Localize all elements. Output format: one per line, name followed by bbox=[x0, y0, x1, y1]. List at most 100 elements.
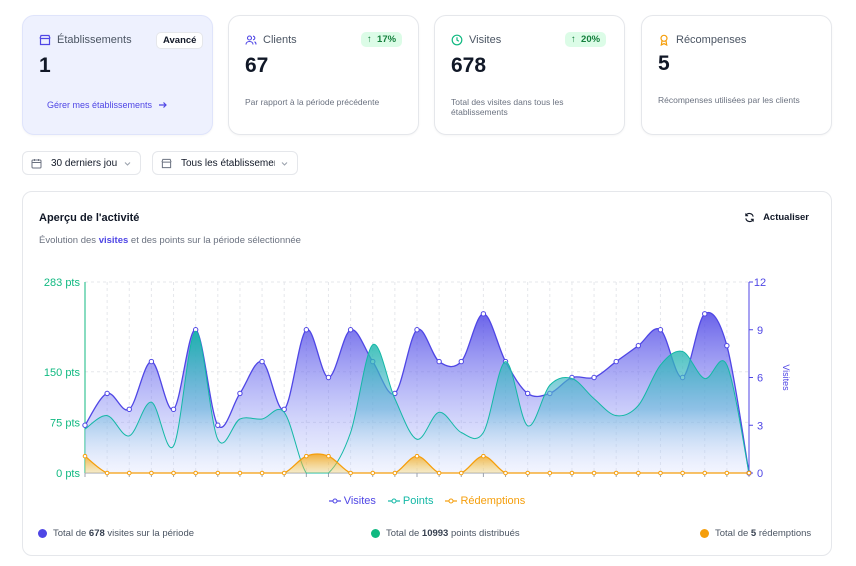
series-visits-point bbox=[82, 422, 88, 428]
total-redemptions: Total de 5 rédemptions bbox=[700, 528, 811, 539]
visits-trend-badge: ↑ 20% bbox=[565, 32, 607, 47]
total-points-value: 10993 bbox=[421, 528, 449, 539]
card-clients-header: Clients bbox=[245, 34, 297, 46]
chevron-down-icon bbox=[281, 162, 288, 166]
plan-badge: Avancé bbox=[156, 32, 204, 49]
total-points-text: Total de 10993 points distribués bbox=[386, 528, 520, 539]
series-visits-point bbox=[436, 358, 442, 365]
establishment-select[interactable]: Tous les établissements bbox=[152, 151, 298, 175]
card-rewards-sub: Récompenses utilisées par les clients bbox=[658, 95, 800, 105]
series-redemptions-point bbox=[259, 470, 265, 476]
series-visits-point bbox=[148, 358, 155, 365]
series-visits-point bbox=[613, 358, 619, 365]
card-establishments[interactable]: Établissements Avancé 1 Gérer mes établi… bbox=[22, 15, 213, 135]
legend-visits[interactable]: Visites bbox=[328, 495, 376, 507]
series-redemptions-point bbox=[680, 470, 685, 476]
total-visits-text: Total de 678 visites sur la période bbox=[53, 528, 194, 539]
series-redemptions-point bbox=[104, 470, 110, 476]
award-icon bbox=[660, 34, 668, 46]
refresh-button[interactable]: Actualiser bbox=[744, 212, 809, 223]
card-rewards-value: 5 bbox=[658, 52, 670, 75]
panel-desc-highlight: visites bbox=[98, 235, 129, 246]
series-visits-point bbox=[126, 406, 132, 413]
card-visits-value: 678 bbox=[451, 54, 487, 77]
series-redemptions-point bbox=[658, 470, 663, 476]
users-icon bbox=[245, 35, 257, 45]
series-visits-point bbox=[724, 342, 730, 349]
total-redemptions-text: Total de 5 rédemptions bbox=[715, 528, 811, 539]
card-rewards: Récompenses 5 Récompenses utilisées par … bbox=[641, 15, 832, 135]
series-redemptions-point bbox=[193, 470, 198, 476]
total-points-after: points distribués bbox=[448, 528, 520, 539]
card-clients: Clients ↑ 17% 67 Par rapport à la périod… bbox=[228, 15, 419, 135]
legend-points-marker bbox=[387, 498, 400, 504]
card-clients-label: Clients bbox=[263, 34, 297, 46]
series-visits-point bbox=[702, 311, 708, 317]
total-points-before: Total de bbox=[386, 528, 422, 539]
panel-desc-before: Évolution des bbox=[39, 235, 99, 246]
legend-redemptions-marker bbox=[445, 498, 458, 504]
right-axis-tick-label: 9 bbox=[757, 325, 763, 337]
store-icon bbox=[161, 158, 172, 168]
series-redemptions-point bbox=[370, 470, 376, 476]
right-axis-tick-label: 12 bbox=[754, 277, 766, 289]
total-redemptions-dot bbox=[700, 529, 709, 538]
series-visits-point bbox=[414, 327, 420, 333]
series-redemptions-point bbox=[126, 470, 132, 476]
series-redemptions-point bbox=[326, 453, 331, 459]
series-points-area bbox=[85, 331, 749, 473]
series-redemptions-point bbox=[525, 470, 530, 476]
left-axis-tick-label: 283 pts bbox=[44, 277, 81, 289]
total-visits-after: visites sur la période bbox=[104, 528, 195, 539]
series-visits-point bbox=[347, 327, 354, 333]
series-visits-point bbox=[458, 358, 464, 365]
legend-visits-label: Visites bbox=[343, 495, 376, 507]
series-visits-point bbox=[635, 342, 642, 349]
legend-redemptions[interactable]: Rédemptions bbox=[445, 495, 525, 507]
card-visits-label: Visites bbox=[469, 34, 502, 46]
series-redemptions-point bbox=[613, 470, 619, 476]
clients-trend-badge: ↑ 17% bbox=[361, 32, 403, 47]
series-redemptions-point bbox=[414, 453, 420, 459]
card-establishments-header: Établissements bbox=[39, 34, 132, 46]
clients-trend-value: 17% bbox=[377, 34, 397, 45]
series-redemptions-point bbox=[481, 453, 486, 459]
series-redemptions-point bbox=[503, 470, 508, 476]
series-visits-point bbox=[524, 390, 531, 397]
series-redemptions-point bbox=[304, 453, 309, 459]
right-axis-label: Visites bbox=[781, 364, 791, 391]
series-redemptions-point bbox=[171, 470, 176, 476]
card-visits: Visites ↑ 20% 678 Total des visites dans… bbox=[434, 15, 625, 135]
legend-points[interactable]: Points bbox=[387, 495, 433, 507]
card-clients-sub: Par rapport à la période précédente bbox=[245, 97, 380, 107]
period-select[interactable]: 30 derniers jours bbox=[22, 151, 141, 175]
series-visits-point bbox=[325, 374, 332, 381]
series-redemptions-point bbox=[458, 470, 464, 476]
series-redemptions-point bbox=[149, 470, 154, 476]
card-rewards-label: Récompenses bbox=[676, 34, 747, 46]
total-visits: Total de 678 visites sur la période bbox=[38, 528, 194, 539]
right-axis-tick-label: 0 bbox=[757, 468, 763, 480]
visits-trend-value: 20% bbox=[581, 34, 601, 45]
series-visits-point bbox=[170, 406, 177, 413]
manage-establishments-link[interactable]: Gérer mes établissements bbox=[47, 100, 168, 110]
activity-panel: Aperçu de l'activité Évolution des visit… bbox=[22, 191, 832, 556]
left-axis-tick-label: 150 pts bbox=[44, 367, 81, 379]
period-select-value: 30 derniers jours bbox=[51, 157, 117, 169]
chart-legend: Visites Points Rédemptions bbox=[23, 495, 831, 507]
total-points: Total de 10993 points distribués bbox=[371, 528, 520, 539]
series-redemptions-area bbox=[85, 454, 749, 473]
total-redemptions-before: Total de bbox=[715, 528, 751, 539]
series-redemptions-point bbox=[215, 470, 221, 476]
series-redemptions-point bbox=[636, 470, 641, 476]
total-redemptions-after: rédemptions bbox=[756, 528, 812, 539]
series-redemptions-point bbox=[436, 470, 442, 476]
panel-desc-after: et des points sur la période sélectionné… bbox=[128, 235, 301, 246]
chevron-down-icon bbox=[124, 162, 131, 166]
panel-description: Évolution des visites et des points sur … bbox=[39, 235, 301, 246]
total-visits-before: Total de bbox=[53, 528, 89, 539]
total-visits-value: 678 bbox=[88, 528, 105, 539]
right-axis-tick-label: 3 bbox=[757, 420, 763, 432]
calendar-icon bbox=[31, 158, 42, 168]
total-points-dot bbox=[371, 529, 380, 538]
